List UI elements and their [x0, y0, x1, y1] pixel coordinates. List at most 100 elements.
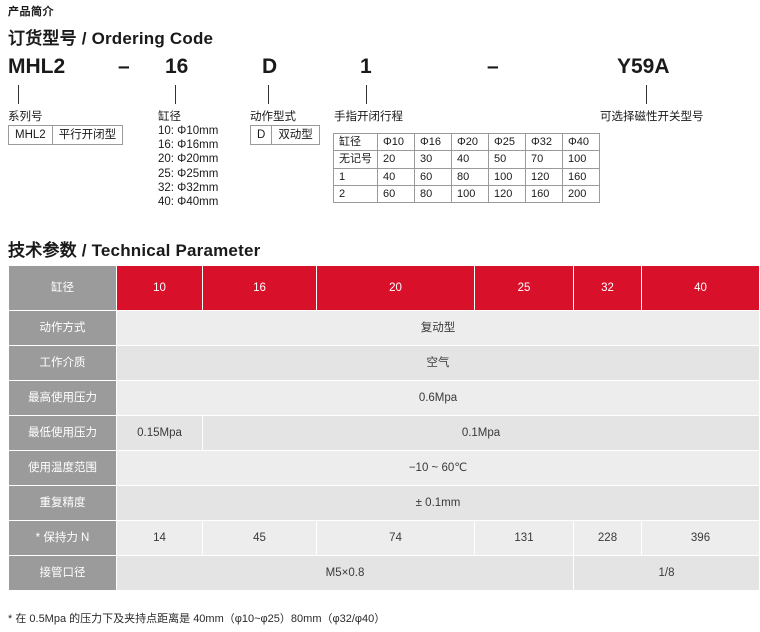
code-token-action: D	[262, 55, 278, 78]
technical-parameter-heading: 技术参数 / Technical Parameter	[8, 241, 261, 260]
row-value-action-mode: 复动型	[117, 311, 759, 345]
table-row: 动作方式 复动型	[9, 311, 759, 345]
row-value-max-pressure: 0.6Mpa	[117, 381, 759, 415]
table-row: 使用温度范围 −10 ~ 60℃	[9, 451, 759, 485]
row-label-medium: 工作介质	[9, 346, 116, 380]
stroke-cell: 120	[525, 167, 563, 186]
row-label-repeatability: 重复精度	[9, 486, 116, 520]
table-row: 工作介质 空气	[9, 346, 759, 380]
stroke-cell: 80	[414, 184, 452, 204]
list-item: 32: Φ32mm	[158, 181, 219, 194]
stroke-cell: 160	[525, 184, 563, 204]
table-row: * 保持力 N 14 45 74 131 228 396	[9, 521, 759, 555]
stroke-cell: 100	[488, 167, 526, 186]
table-row: 最高使用压力 0.6Mpa	[9, 381, 759, 415]
stroke-cell: 120	[488, 184, 526, 204]
stroke-table: 缸径 Φ10 Φ16 Φ20 Φ25 Φ32 Φ40 无记号 20 30 40 …	[333, 132, 600, 204]
leader-line-series	[18, 85, 19, 104]
product-intro-label: 产品简介	[8, 6, 54, 18]
table-row: 重复精度 ± 0.1mm	[9, 486, 759, 520]
bore-value-cell: 16	[203, 266, 316, 310]
row-label-min-pressure: 最低使用压力	[9, 416, 116, 450]
stroke-cell: 40	[377, 167, 415, 186]
table-row: 最低使用压力 0.15Mpa 0.1Mpa	[9, 416, 759, 450]
row-value-temperature: −10 ~ 60℃	[117, 451, 759, 485]
callout-stroke: 手指开闭行程	[334, 111, 403, 123]
stroke-cell: 60	[414, 167, 452, 186]
holding-force-cell: 14	[117, 521, 202, 555]
bore-size-list: 10: Φ10mm 16: Φ16mm 20: Φ20mm 25: Φ25mm …	[158, 124, 218, 209]
list-item: 10: Φ10mm	[158, 125, 219, 137]
stroke-row-label: 1	[333, 167, 378, 186]
row-value-port-size-right: 1/8	[574, 556, 759, 590]
list-item: 16: Φ16mm	[158, 139, 219, 152]
list-item: 25: Φ25mm	[158, 167, 219, 180]
table-header-row: 缸径 Φ10 Φ16 Φ20 Φ25 Φ32 Φ40	[333, 132, 600, 152]
row-label-action-mode: 动作方式	[9, 311, 116, 345]
stroke-cell: 80	[451, 167, 489, 186]
code-token-stroke: 1	[360, 55, 372, 78]
stroke-cell: 30	[414, 150, 452, 169]
stroke-header-cell: Φ40	[562, 132, 600, 152]
code-token-switch: Y59A	[617, 55, 670, 78]
row-label-max-pressure: 最高使用压力	[9, 381, 116, 415]
series-desc-cell: 平行开闭型	[51, 124, 124, 146]
code-token-series: MHL2	[8, 55, 66, 78]
table-row: 接管口径 M5×0.8 1/8	[9, 556, 759, 590]
bore-value-cell: 32	[574, 266, 641, 310]
stroke-cell: 20	[377, 150, 415, 169]
holding-force-cell: 74	[317, 521, 474, 555]
table-row: D 双动型	[249, 124, 320, 146]
callout-bore: 缸径	[158, 111, 181, 123]
technical-parameter-table: 缸径 10 16 20 25 32 40 动作方式 复动型 工作介质 空气 最高…	[8, 265, 760, 591]
list-item: 40: Φ40mm	[158, 196, 219, 209]
table-header-row: 缸径 10 16 20 25 32 40	[9, 266, 759, 310]
action-type-table: D 双动型	[249, 124, 320, 146]
technical-footnote: * 在 0.5Mpa 的压力下及夹持点距离是 40mm（φ10~φ25）80mm…	[8, 613, 386, 625]
table-row: 2 60 80 100 120 160 200	[333, 184, 600, 204]
stroke-header-cell: Φ32	[525, 132, 563, 152]
stroke-row-label: 无记号	[333, 150, 378, 169]
callout-action: 动作型式	[250, 111, 296, 123]
holding-force-cell: 45	[203, 521, 316, 555]
row-value-min-pressure-rest: 0.1Mpa	[203, 416, 759, 450]
series-code-cell: MHL2	[8, 124, 53, 146]
ordering-code-heading: 订货型号 / Ordering Code	[8, 29, 214, 48]
code-dash-1: –	[118, 55, 130, 78]
stroke-cell: 40	[451, 150, 489, 169]
callout-series: 系列号	[8, 111, 43, 123]
table-row: 1 40 60 80 100 120 160	[333, 167, 600, 186]
row-value-medium: 空气	[117, 346, 759, 380]
row-value-port-size-left: M5×0.8	[117, 556, 573, 590]
row-value-repeatability: ± 0.1mm	[117, 486, 759, 520]
leader-line-switch	[646, 85, 647, 104]
row-value-min-pressure-first: 0.15Mpa	[117, 416, 202, 450]
bore-value-cell: 10	[117, 266, 202, 310]
leader-line-stroke	[366, 85, 367, 104]
stroke-row-label: 2	[333, 184, 378, 204]
code-token-bore: 16	[165, 55, 189, 78]
bore-value-cell: 40	[642, 266, 759, 310]
leader-line-action	[268, 85, 269, 104]
stroke-header-cell: Φ16	[414, 132, 452, 152]
stroke-header-cell: Φ10	[377, 132, 415, 152]
holding-force-cell: 396	[642, 521, 759, 555]
stroke-cell: 70	[525, 150, 563, 169]
row-label-holding-force: * 保持力 N	[9, 521, 116, 555]
holding-force-cell: 131	[475, 521, 573, 555]
stroke-header-cell: Φ20	[451, 132, 489, 152]
stroke-cell: 100	[451, 184, 489, 204]
bore-value-cell: 25	[475, 266, 573, 310]
action-desc-cell: 双动型	[271, 124, 320, 146]
stroke-cell: 200	[562, 184, 600, 204]
stroke-header-cell: 缸径	[333, 132, 378, 152]
series-code-table: MHL2 平行开闭型	[8, 124, 124, 146]
list-item: 20: Φ20mm	[158, 153, 219, 166]
action-code-cell: D	[249, 124, 273, 146]
table-row: 无记号 20 30 40 50 70 100	[333, 150, 600, 169]
stroke-cell: 60	[377, 184, 415, 204]
bore-value-cell: 20	[317, 266, 474, 310]
code-dash-2: –	[487, 55, 499, 78]
stroke-cell: 160	[562, 167, 600, 186]
row-label-bore: 缸径	[9, 266, 116, 310]
